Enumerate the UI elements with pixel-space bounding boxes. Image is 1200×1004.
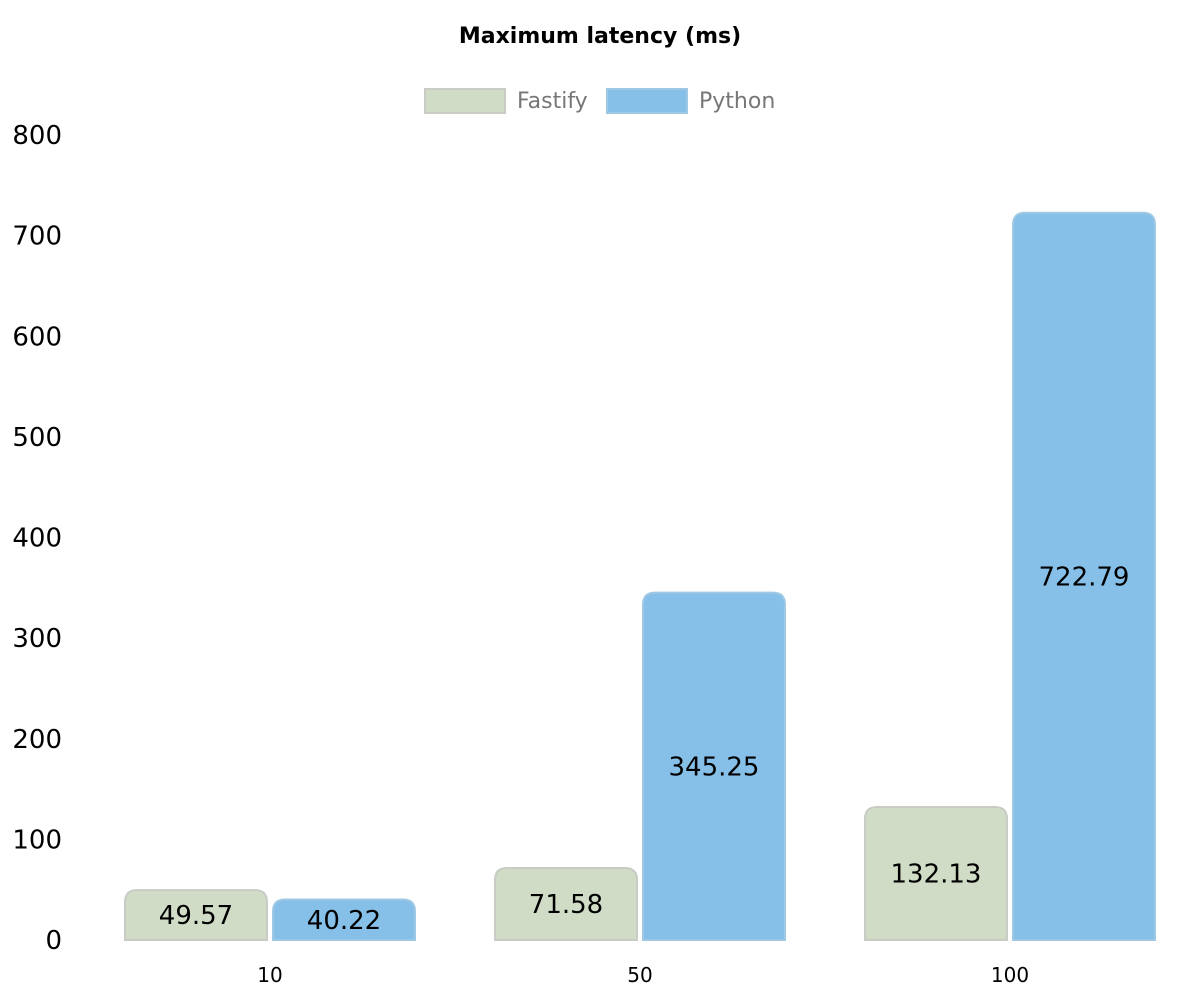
chart-title: Maximum latency (ms) — [459, 24, 741, 49]
bar-fastify-50 — [494, 866, 638, 941]
y-tick-label: 800 — [12, 121, 62, 151]
bar-fastify-10 — [124, 889, 268, 941]
x-axis: 10 50 100 — [257, 963, 1029, 987]
bar-value-label: 722.79 — [1039, 562, 1130, 592]
x-tick-label: 10 — [257, 963, 282, 987]
x-tick-label: 100 — [991, 963, 1029, 987]
bar-value-label: 49.57 — [159, 901, 233, 931]
bar-python-10 — [272, 898, 416, 941]
legend-swatch-fastify — [424, 88, 506, 114]
bar-python-50 — [642, 591, 786, 941]
y-axis: 0 100 200 300 400 500 600 700 800 — [12, 121, 62, 956]
bar-value-label: 345.25 — [669, 752, 760, 782]
x-tick-label: 50 — [627, 963, 652, 987]
legend-swatch-python — [606, 88, 688, 114]
y-tick-label: 0 — [45, 926, 62, 956]
legend-label-fastify: Fastify — [517, 89, 588, 114]
y-tick-label: 200 — [12, 725, 62, 755]
legend: Fastify Python — [424, 88, 775, 114]
bar-value-label: 71.58 — [529, 890, 603, 920]
bar-value-label: 132.13 — [891, 860, 982, 890]
bars-group — [124, 211, 1156, 941]
bar-labels-group: 49.57 40.22 71.58 345.25 132.13 722.79 — [159, 562, 1130, 935]
bar-python-100 — [1012, 211, 1156, 941]
y-tick-label: 700 — [12, 222, 62, 252]
y-tick-label: 400 — [12, 524, 62, 554]
y-tick-label: 100 — [12, 825, 62, 855]
bar-value-label: 40.22 — [307, 906, 381, 936]
y-tick-label: 500 — [12, 423, 62, 453]
y-tick-label: 600 — [12, 322, 62, 352]
bar-fastify-100 — [864, 806, 1008, 941]
legend-label-python: Python — [699, 89, 775, 114]
y-tick-label: 300 — [12, 624, 62, 654]
